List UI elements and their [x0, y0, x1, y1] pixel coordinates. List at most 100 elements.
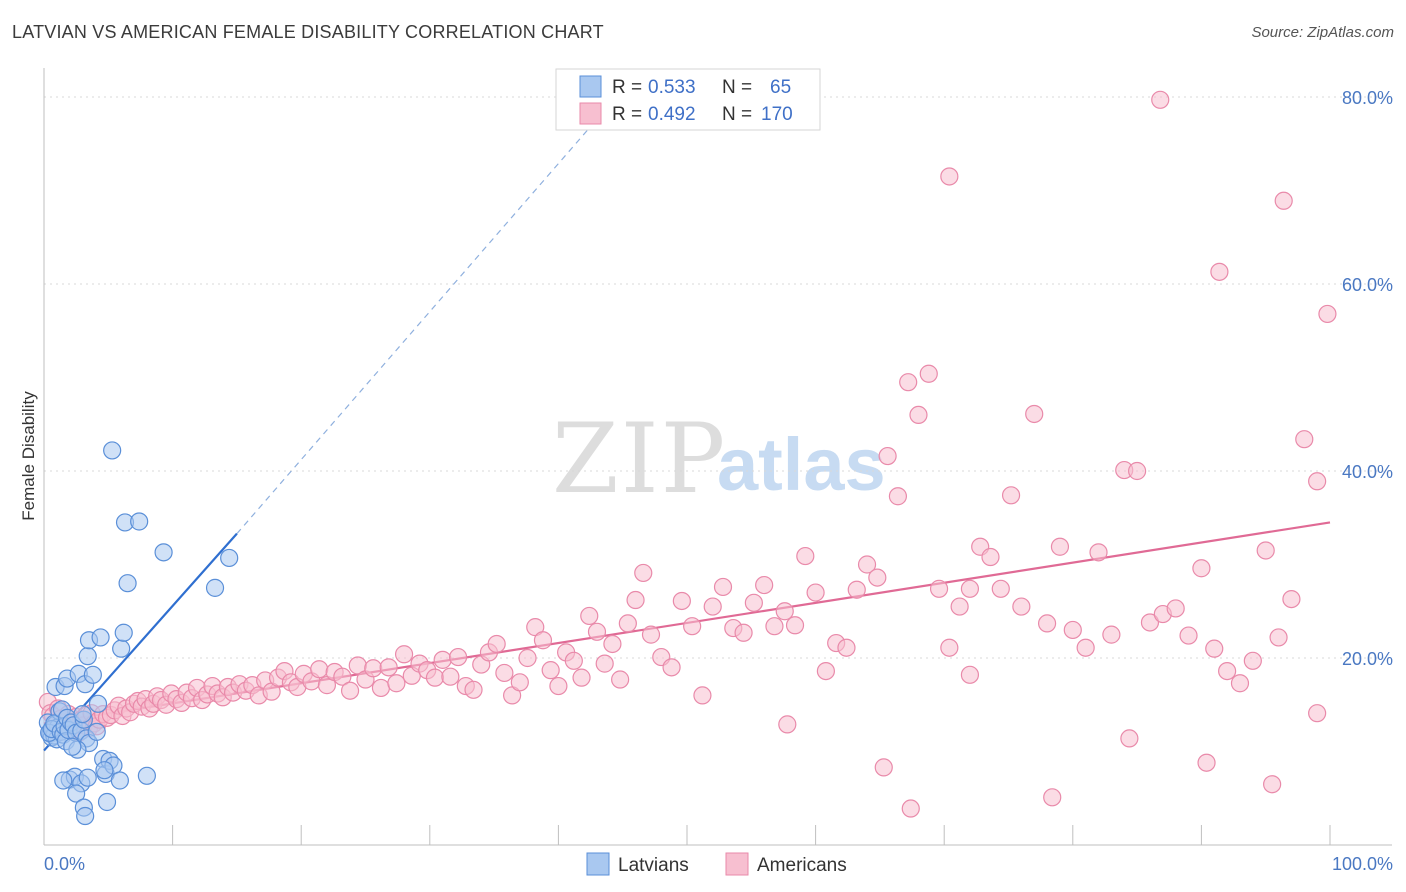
point-americans-127	[857, 555, 877, 574]
point-americans-161	[1256, 541, 1275, 560]
point-americans-155	[1179, 626, 1198, 645]
point-latvians-49	[130, 512, 149, 531]
point-americans-146	[1063, 620, 1082, 640]
point-americans-151	[1127, 461, 1147, 481]
legend-swatch-americans	[579, 102, 602, 125]
y-tick-label-2: 60.0%	[1342, 275, 1393, 295]
point-americans-175	[1120, 729, 1139, 748]
point-americans-90	[518, 648, 537, 668]
point-latvians-52	[205, 578, 225, 597]
point-americans-165	[1308, 472, 1327, 491]
point-americans-172	[778, 715, 797, 734]
point-americans-113	[713, 577, 733, 597]
point-americans-176	[1197, 753, 1216, 772]
point-latvians-53	[220, 548, 239, 568]
point-americans-145	[1050, 537, 1070, 556]
bottom-legend-swatch-latvians	[586, 852, 610, 876]
point-americans-174	[1043, 788, 1062, 807]
point-latvians-46	[110, 771, 129, 790]
point-americans-86	[487, 634, 506, 654]
point-americans-170	[1151, 90, 1170, 109]
watermark: ZIP atlas	[552, 403, 886, 515]
point-americans-128	[868, 568, 887, 587]
point-americans-134	[929, 579, 949, 598]
point-americans-118	[765, 617, 784, 636]
point-americans-159	[1230, 674, 1250, 693]
point-americans-73	[387, 674, 406, 693]
point-americans-167	[1274, 191, 1293, 210]
point-americans-79	[433, 650, 452, 669]
legend-r-value-americans: 0.492	[648, 104, 696, 125]
legend-swatch-latvians	[579, 75, 602, 98]
point-latvians-61	[67, 784, 86, 803]
legend: R = 0.533 N = 65 R = 0.492 N = 170	[555, 68, 821, 131]
point-americans-121	[796, 546, 815, 566]
point-americans-109	[672, 591, 691, 611]
point-americans-104	[626, 590, 645, 610]
point-americans-105	[634, 563, 653, 583]
legend-n-label-latvians: N =	[722, 77, 752, 98]
point-americans-139	[981, 547, 1000, 567]
point-americans-158	[1218, 661, 1237, 681]
point-americans-154	[1166, 599, 1185, 618]
x-tick-label-0: 0.0%	[44, 854, 85, 874]
point-americans-70	[364, 659, 383, 678]
y-axis-label: Female Disability	[19, 391, 38, 521]
point-latvians-32	[63, 737, 82, 756]
point-americans-101	[603, 634, 622, 654]
point-americans-119	[775, 602, 794, 621]
point-americans-112	[703, 597, 722, 616]
point-latvians-45	[114, 623, 133, 642]
legend-n-value-americans: 170	[761, 104, 793, 125]
point-americans-108	[662, 658, 681, 677]
point-americans-63	[310, 660, 329, 679]
point-latvians-59	[54, 771, 73, 790]
legend-n-value-latvians: 65	[770, 77, 791, 98]
point-americans-81	[448, 647, 468, 667]
point-americans-135	[940, 638, 959, 657]
legend-r-value-latvians: 0.533	[648, 77, 696, 98]
watermark-zip: ZIP	[552, 403, 727, 515]
point-americans-96	[564, 651, 583, 670]
point-latvians-30	[73, 704, 92, 724]
point-americans-148	[1089, 543, 1108, 562]
point-americans-166	[1210, 262, 1229, 281]
point-americans-173	[901, 799, 920, 818]
y-tick-label-0: 20.0%	[1342, 649, 1393, 669]
point-americans-122	[806, 583, 825, 602]
point-latvians-39	[88, 694, 108, 713]
point-americans-89	[510, 673, 529, 692]
point-americans-117	[755, 575, 774, 595]
point-latvians-44	[112, 639, 131, 658]
point-latvians-36	[83, 665, 102, 684]
point-latvians-34	[78, 647, 97, 666]
point-latvians-51	[154, 543, 173, 562]
point-americans-126	[847, 580, 866, 599]
point-americans-152	[1140, 613, 1160, 632]
point-latvians-37	[87, 722, 106, 741]
point-americans-102	[611, 670, 630, 689]
point-americans-141	[1001, 486, 1021, 505]
point-americans-177	[1263, 775, 1282, 794]
point-americans-144	[1037, 614, 1057, 633]
chart-title: LATVIAN VS AMERICAN FEMALE DISABILITY CO…	[12, 22, 604, 42]
point-americans-125	[837, 638, 856, 657]
point-americans-143	[1025, 404, 1044, 424]
point-americans-87	[495, 663, 514, 683]
point-americans-131	[899, 373, 918, 392]
point-americans-130	[888, 487, 908, 506]
legend-r-label-latvians: R =	[612, 77, 642, 98]
bottom-legend-americans: Americans	[757, 855, 847, 876]
point-americans-136	[950, 597, 969, 616]
point-americans-123	[816, 661, 835, 681]
point-americans-92	[533, 631, 553, 650]
gridlines	[44, 96, 1392, 659]
point-americans-98	[580, 606, 599, 626]
point-americans-169	[940, 167, 959, 186]
point-americans-66	[333, 667, 352, 686]
point-latvians-50	[118, 574, 137, 593]
point-latvians-63	[76, 806, 95, 826]
point-americans-110	[683, 617, 702, 636]
bottom-legend: Latvians Americans	[586, 852, 847, 876]
point-latvians-47	[103, 441, 122, 460]
